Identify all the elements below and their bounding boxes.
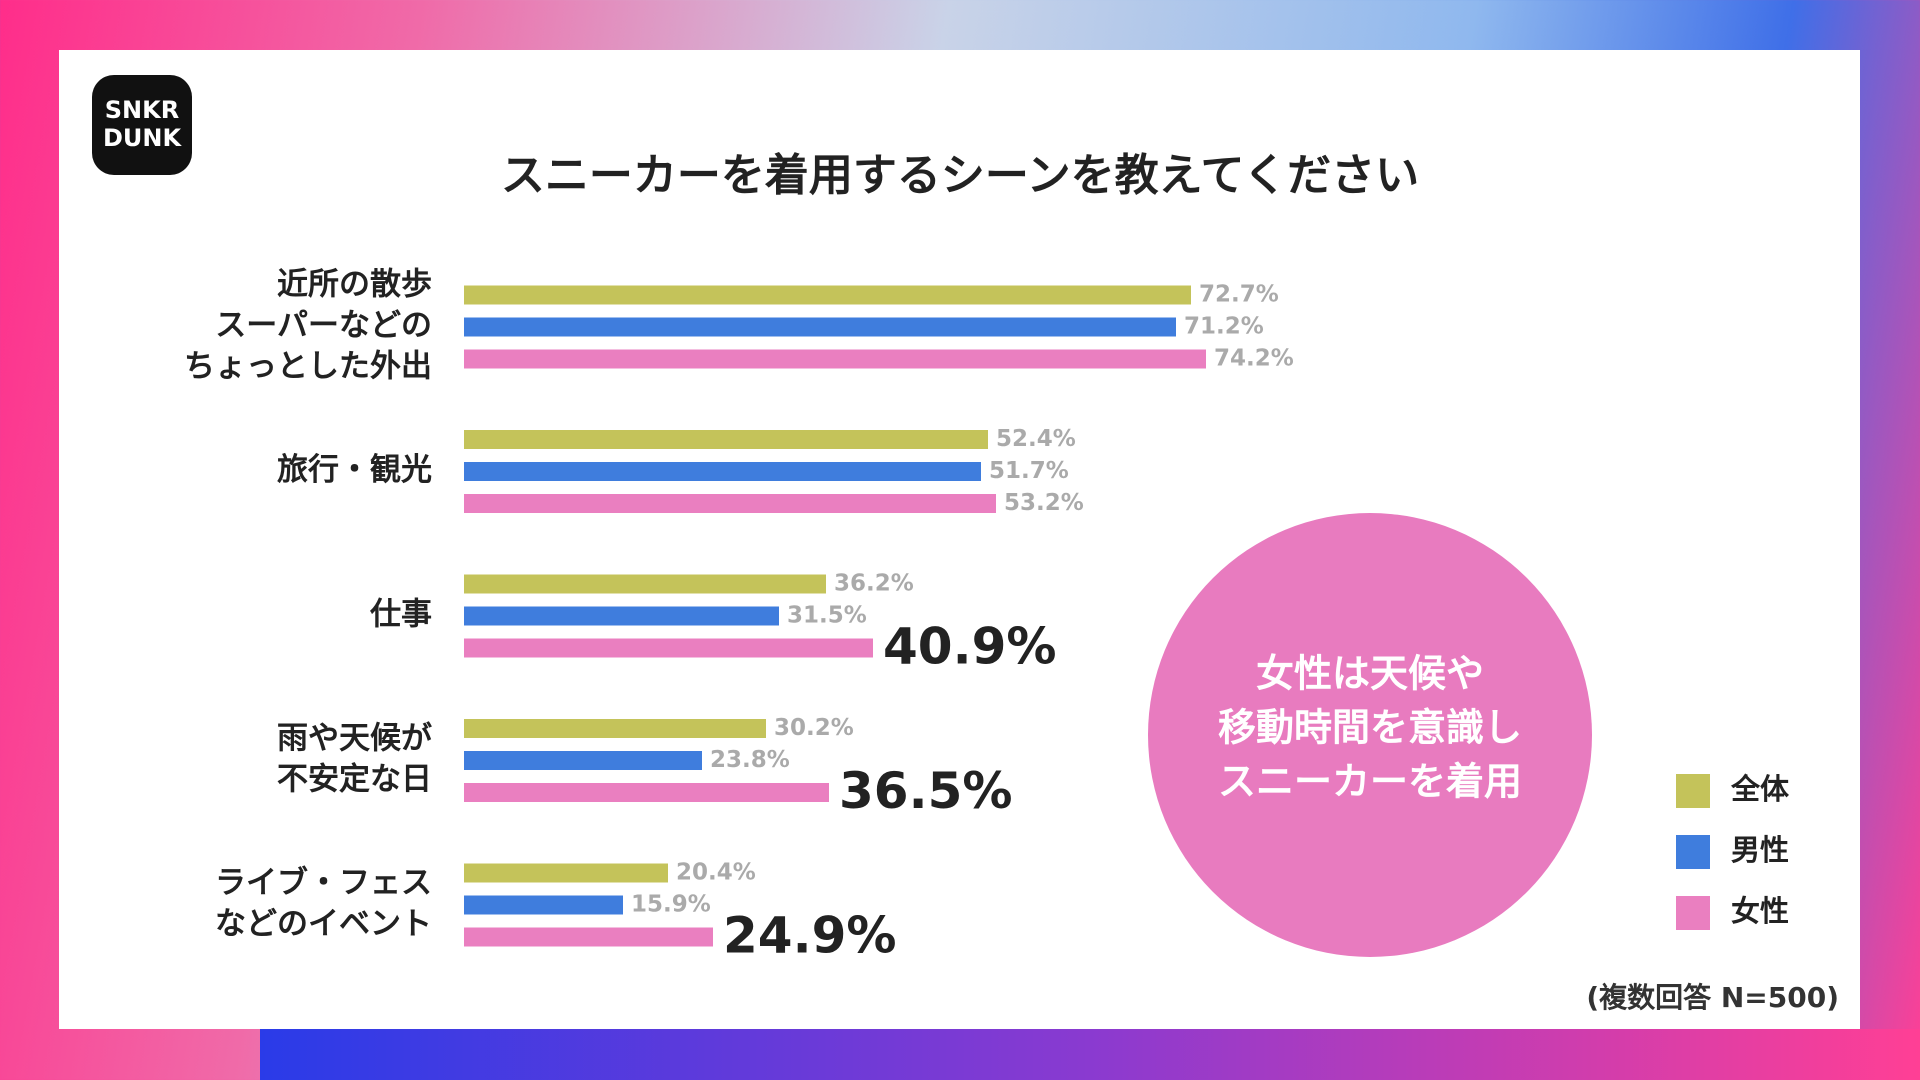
callout-circle xyxy=(1148,513,1592,957)
value-label: 30.2% xyxy=(774,715,854,741)
callout-text: スニーカーを着用 xyxy=(1218,760,1522,804)
value-label: 20.4% xyxy=(676,860,756,886)
category-label: 旅行・観光 xyxy=(277,452,432,488)
bar xyxy=(464,863,668,883)
category-label: 仕事 xyxy=(370,597,432,633)
legend-label: 女性 xyxy=(1731,894,1789,928)
bar xyxy=(464,349,1206,369)
legend-swatch xyxy=(1676,835,1710,869)
value-label: 36.2% xyxy=(834,571,914,597)
bar xyxy=(464,285,1191,305)
card xyxy=(59,50,1860,1029)
value-label: 24.9% xyxy=(723,907,896,965)
bar xyxy=(464,719,766,738)
value-label: 53.2% xyxy=(1004,490,1084,516)
category-label: 近所の散歩 xyxy=(277,267,432,303)
value-label: 15.9% xyxy=(631,892,711,918)
legend-label: 男性 xyxy=(1731,833,1789,867)
bar xyxy=(464,574,826,594)
callout-text: 女性は天候や xyxy=(1256,652,1484,696)
legend-swatch xyxy=(1676,774,1710,808)
category-label: スーパーなどの xyxy=(215,308,432,344)
chart-title: スニーカーを着用するシーンを教えてください xyxy=(501,150,1419,201)
category-label: 雨や天候が xyxy=(277,721,432,757)
legend-label: 全体 xyxy=(1730,772,1790,806)
value-label: 31.5% xyxy=(787,603,867,629)
value-label: 23.8% xyxy=(710,747,790,773)
bar xyxy=(464,494,996,513)
bar xyxy=(464,430,988,449)
value-label: 36.5% xyxy=(839,762,1012,820)
value-label: 74.2% xyxy=(1214,346,1294,372)
bar xyxy=(464,783,829,802)
decor-band xyxy=(260,1029,1920,1080)
callout-text: 移動時間を意識し xyxy=(1218,706,1522,750)
legend-swatch xyxy=(1676,896,1710,930)
category-label: 不安定な日 xyxy=(277,762,432,798)
value-label: 52.4% xyxy=(996,426,1076,452)
bar xyxy=(464,606,779,626)
value-label: 51.7% xyxy=(989,458,1069,484)
bar xyxy=(464,751,702,770)
category-label: ちょっとした外出 xyxy=(184,349,432,385)
logo-box xyxy=(92,75,192,175)
value-label: 40.9% xyxy=(883,618,1056,676)
bar xyxy=(464,317,1176,337)
value-label: 72.7% xyxy=(1199,282,1279,308)
value-label: 71.2% xyxy=(1184,314,1264,340)
category-label: などのイベント xyxy=(215,906,432,942)
logo-text: DUNK xyxy=(103,124,182,152)
bar xyxy=(464,638,873,658)
category-label: ライブ・フェス xyxy=(215,865,432,901)
logo-text: SNKR xyxy=(105,96,179,124)
bar xyxy=(464,927,713,947)
bar xyxy=(464,462,981,481)
note: (複数回答 N=500) xyxy=(1586,981,1839,1014)
bar xyxy=(464,895,623,915)
